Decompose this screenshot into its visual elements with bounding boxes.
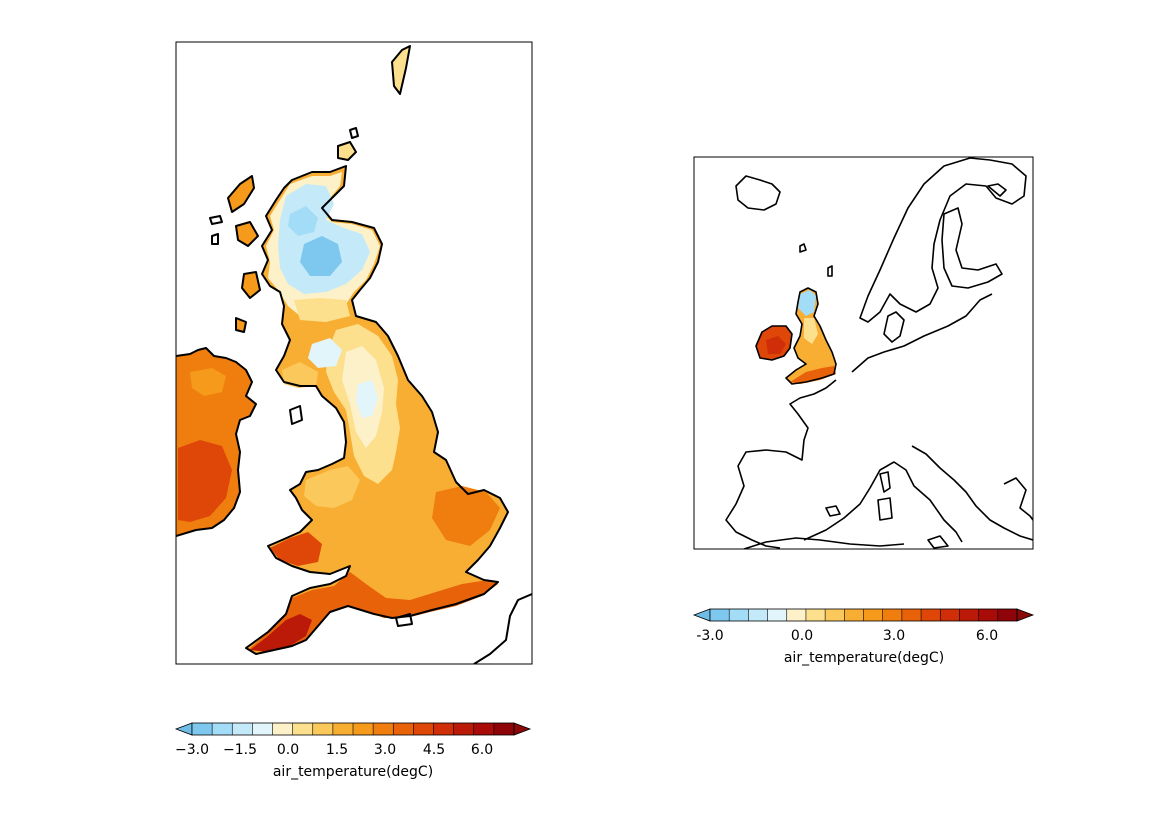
left-colorbar-segment xyxy=(312,723,334,735)
right-colorbar-segment xyxy=(921,609,941,621)
right-colorbar-segment xyxy=(959,609,980,621)
right-colorbar-segment xyxy=(748,609,768,621)
europe-coastlines xyxy=(725,157,1033,549)
right-colorbar-segment xyxy=(805,609,826,621)
southwest-hot-zone xyxy=(248,572,498,652)
coastlines xyxy=(176,45,532,664)
left-colorbar-tick-label: 1.5 xyxy=(326,742,348,758)
right-colorbar-tick-label: -3.0 xyxy=(696,628,723,644)
left-colorbar-segment xyxy=(433,723,455,735)
left-colorbar-segment xyxy=(393,723,414,735)
right-colorbar-label: air_temperature(degC) xyxy=(784,650,944,666)
left-map-frame xyxy=(175,41,533,665)
lake-district-cool xyxy=(308,338,342,368)
right-colorbar-extend-low xyxy=(692,608,711,622)
left-colorbar-frame xyxy=(191,722,515,736)
highlands-coldest xyxy=(300,236,342,276)
right-colorbar-segment xyxy=(978,609,999,621)
right-colorbar-tick-label: 3.0 xyxy=(883,628,905,644)
hebrides-islands xyxy=(228,176,260,332)
left-colorbar-ticklabels: −3.0 −1.5 0.0 1.5 3.0 4.5 6.0 xyxy=(175,742,493,758)
left-colorbar-segment xyxy=(272,723,294,735)
left-colorbar-tick-label: −1.5 xyxy=(223,742,257,758)
left-colorbar-segment xyxy=(413,723,434,735)
left-colorbar-segment xyxy=(332,723,354,735)
right-colorbar-segment xyxy=(786,609,807,621)
right-colorbar-segment xyxy=(710,609,730,621)
left-colorbar-segment xyxy=(252,723,273,735)
left-colorbar-tick-label: −3.0 xyxy=(175,742,209,758)
right-colorbar-segment xyxy=(901,609,922,621)
left-colorbar-segment xyxy=(353,723,374,735)
right-colorbar-segment xyxy=(825,609,845,621)
right-colorbar-segment xyxy=(844,609,864,621)
right-colorbar-ticklabels: -3.0 0.0 3.0 6.0 xyxy=(696,628,998,644)
left-colorbar-tick-label: 3.0 xyxy=(374,742,396,758)
right-map-frame xyxy=(693,156,1034,550)
east-anglia-warm xyxy=(432,486,500,546)
left-colorbar-label: air_temperature(degC) xyxy=(273,764,433,780)
right-colorbar-tick-label: 0.0 xyxy=(791,628,813,644)
left-colorbar xyxy=(174,722,532,736)
right-colorbar-frame xyxy=(709,608,1018,622)
cornwall-hottest xyxy=(250,614,312,652)
isle-of-man xyxy=(290,406,302,424)
uk-temperature-map xyxy=(175,41,533,665)
south-wales-hot xyxy=(270,532,322,566)
europe-map-north-england xyxy=(804,318,818,344)
left-colorbar-tick-label: 4.5 xyxy=(423,742,445,758)
left-colorbar-segment xyxy=(292,723,314,735)
right-colorbar-segment xyxy=(882,609,903,621)
left-colorbar-segment xyxy=(493,723,515,735)
left-colorbar-extend-low xyxy=(174,722,193,736)
left-colorbar-segment xyxy=(453,723,475,735)
left-colorbar-segment xyxy=(373,723,394,735)
left-colorbar-tick-label: 0.0 xyxy=(277,742,299,758)
right-colorbar xyxy=(692,608,1035,622)
right-map-background xyxy=(694,157,1033,549)
left-colorbar-segment xyxy=(192,723,213,735)
central-belt-mild xyxy=(294,298,350,322)
wales-midlands-cooler xyxy=(304,466,360,508)
north-england-mild xyxy=(282,362,318,388)
right-colorbar-segment xyxy=(940,609,960,621)
europe-map-ireland-core xyxy=(766,336,786,354)
left-colorbar-tick-label: 6.0 xyxy=(471,742,493,758)
pennines-freezing-patch xyxy=(356,380,378,418)
right-colorbar-extend-high xyxy=(1016,608,1035,622)
right-colorbar-segment xyxy=(997,609,1018,621)
highlands-cold-mid xyxy=(288,206,318,236)
ireland-warm-core xyxy=(178,440,232,522)
right-colorbar-segment xyxy=(863,609,884,621)
left-colorbar-segment xyxy=(232,723,253,735)
europe-temperature-map xyxy=(693,156,1034,550)
right-colorbar-segment xyxy=(729,609,749,621)
europe-map-britain-south xyxy=(790,366,836,384)
right-colorbar-segment xyxy=(767,609,788,621)
left-colorbar-extend-high xyxy=(513,722,532,736)
ireland-cooler-patch xyxy=(190,368,226,396)
right-colorbar-tick-label: 6.0 xyxy=(976,628,998,644)
left-colorbar-segment xyxy=(212,723,233,735)
left-colorbar-segment xyxy=(473,723,495,735)
europe-map-scotland-cold xyxy=(798,290,816,316)
